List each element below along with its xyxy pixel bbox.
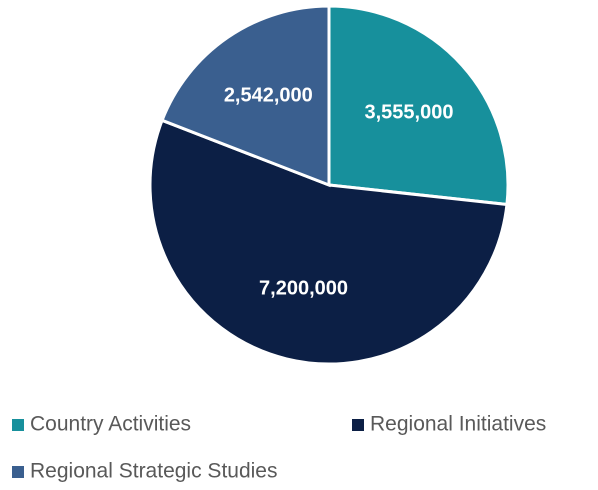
data-label: 7,200,000 xyxy=(259,278,348,300)
pie-slice xyxy=(327,4,510,207)
legend-swatch xyxy=(12,466,24,478)
pie-slice xyxy=(160,4,331,188)
data-label: 2,542,000 xyxy=(224,85,313,107)
legend-swatch xyxy=(12,419,24,431)
data-label: 3,555,000 xyxy=(364,102,453,124)
legend-label: Country Activities xyxy=(30,413,191,436)
legend-swatch xyxy=(352,419,364,431)
legend-label: Regional Initiatives xyxy=(370,413,546,436)
legend-label: Regional Strategic Studies xyxy=(30,460,277,483)
pie-slice xyxy=(148,118,509,366)
